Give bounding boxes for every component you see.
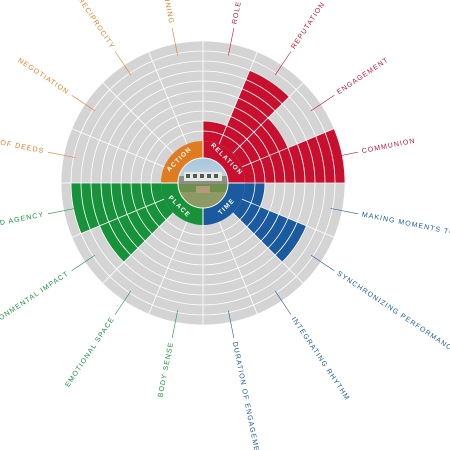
leader-line xyxy=(310,254,335,272)
leader-line xyxy=(171,310,178,339)
center-photo-ring xyxy=(177,157,229,209)
hub-time-sector xyxy=(203,183,245,225)
dimension-label-communion: COMMUNION xyxy=(361,138,416,156)
grid-spoke xyxy=(71,198,165,238)
grid-spoke xyxy=(148,51,188,145)
grid-spoke xyxy=(241,128,335,168)
leader-line xyxy=(71,94,96,112)
hub-relation-sector xyxy=(203,141,245,183)
dimension-label-body-sense: BODY SENSE xyxy=(157,341,175,398)
dimension-label-environmental-impact: ENVIRONMENTAL IMPACT xyxy=(0,270,70,337)
bar-uated-agency xyxy=(71,183,165,234)
dimension-label-uated-agency: UATED AGENCY xyxy=(0,212,45,232)
dimension-label-tuning: TUNING xyxy=(161,0,174,25)
grid-spoke xyxy=(241,198,335,238)
leader-line xyxy=(47,151,76,158)
dimension-label-reciprocity: RECIPROCITY xyxy=(76,0,115,50)
dimension-label-reputation: REPUTATION xyxy=(290,1,326,51)
leader-line xyxy=(228,27,235,56)
dimension-label-emotional-space: EMOTIONAL SPACE xyxy=(64,316,116,389)
leader-line xyxy=(310,94,335,112)
bar-communion xyxy=(241,128,345,183)
bar-reputation xyxy=(219,70,290,154)
grid-spoke xyxy=(218,221,258,315)
leader-line xyxy=(47,208,76,215)
hub-action-sector xyxy=(161,141,203,183)
leader-line xyxy=(228,310,235,339)
leader-line xyxy=(330,151,359,158)
leader-line xyxy=(71,254,96,272)
leader-line xyxy=(274,290,292,315)
grid-spoke xyxy=(232,82,304,154)
dimension-label-engagement: ENGAGEMENT xyxy=(336,57,390,97)
dimension-label-synchronizing-performance: SYNCHRONIZING PERFORMANCE xyxy=(336,270,450,355)
dimension-label-role: ROLE xyxy=(232,0,243,24)
grid-spoke xyxy=(232,212,304,284)
hub-place-sector xyxy=(161,183,203,225)
leader-line xyxy=(114,290,132,315)
dimension-label-lity-of-deeds: LITY OF DEEDS xyxy=(0,135,45,155)
grid-spoke xyxy=(102,212,174,284)
leader-line xyxy=(274,51,292,76)
dimension-label-integrating-rhythm: INTEGRATING RHYTHM xyxy=(290,316,351,402)
dimension-label-making-moments-to-sig: MAKING MOMENTS TO SIG xyxy=(361,212,450,241)
dimension-label-duration-of-engagement: DURATION OF ENGAGEMENT xyxy=(231,341,262,450)
leader-line xyxy=(114,51,132,76)
dimension-label-negotiation: NEGOTIATION xyxy=(16,57,70,96)
grid-spoke xyxy=(218,51,258,145)
leader-line xyxy=(171,27,178,56)
grid-spoke xyxy=(102,82,174,154)
leader-line xyxy=(330,208,359,215)
grid-spoke xyxy=(148,221,188,315)
grid-spoke xyxy=(71,128,165,168)
